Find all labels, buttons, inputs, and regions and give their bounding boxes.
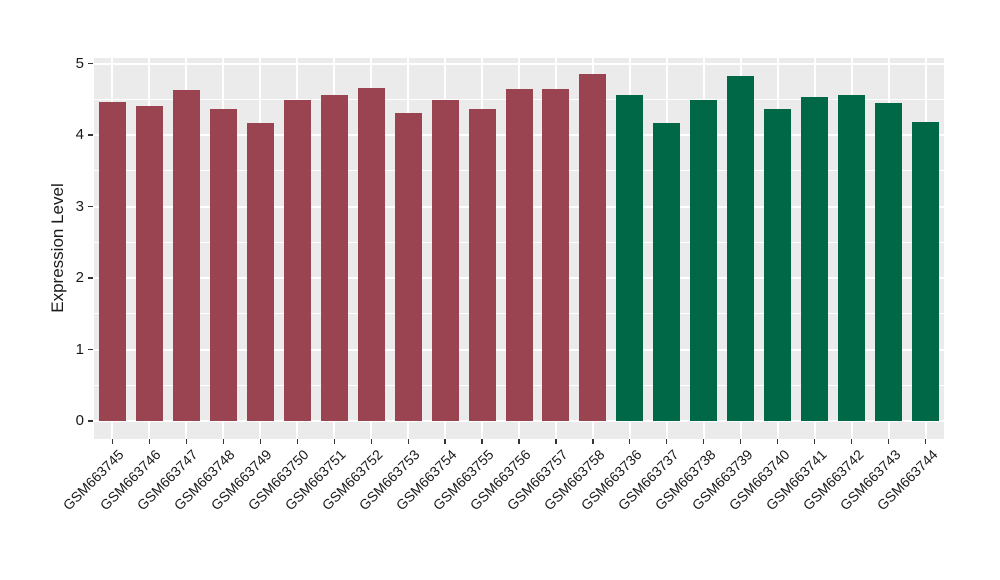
bar [246,122,274,421]
x-axis-tick [887,439,890,444]
y-axis-tick [88,420,93,422]
y-tick-label: 0 [75,412,84,429]
x-axis-tick [666,439,668,444]
x-axis-tick [185,439,187,444]
x-axis-tick [333,439,335,444]
bar [838,94,866,421]
x-axis-tick [740,439,742,444]
bar [875,102,903,421]
x-axis-tick [851,439,853,444]
bar [431,99,459,421]
x-axis-tick [222,439,224,444]
x-axis-tick [518,439,520,444]
bar [320,94,348,421]
x-axis-tick [259,439,261,444]
y-axis-tick [88,134,93,136]
x-axis-tick [629,439,631,444]
x-axis-tick [148,439,151,444]
bar [172,89,200,421]
x-axis-tick [777,439,779,444]
bar [505,88,533,421]
x-axis-tick [814,439,816,444]
y-axis-tick [88,205,93,208]
x-axis-tick [407,439,409,444]
x-axis-tick [592,439,594,444]
plot-panel [94,58,944,439]
x-axis-tick [481,439,483,444]
y-axis-tick [88,277,93,279]
y-tick-label: 5 [75,54,84,72]
bar [616,94,644,421]
bar [579,74,607,421]
y-axis-title: Expression Level [48,183,67,313]
x-axis-tick [296,439,298,444]
y-tick-label: 4 [75,126,84,143]
x-axis-tick [703,439,705,444]
bar [690,99,718,421]
y-axis-tick [88,348,93,351]
x-axis-tick [111,439,114,444]
x-axis-tick [444,439,446,444]
bar [912,122,940,421]
bar [283,99,311,421]
bar [209,108,237,421]
bar [394,112,422,421]
y-tick-label: 3 [75,197,84,215]
bar [653,122,681,421]
bar [357,87,385,421]
x-axis-tick [555,439,557,444]
bar [801,97,829,421]
bar [98,102,126,421]
bar [468,108,496,421]
x-axis-tick [924,439,927,444]
bar [727,76,755,421]
bar [542,89,570,421]
y-tick-label: 1 [75,340,84,358]
bar [764,108,792,421]
x-axis-tick [370,439,372,444]
bar [135,106,163,421]
y-tick-label: 2 [75,269,84,286]
y-axis-tick [88,62,93,65]
